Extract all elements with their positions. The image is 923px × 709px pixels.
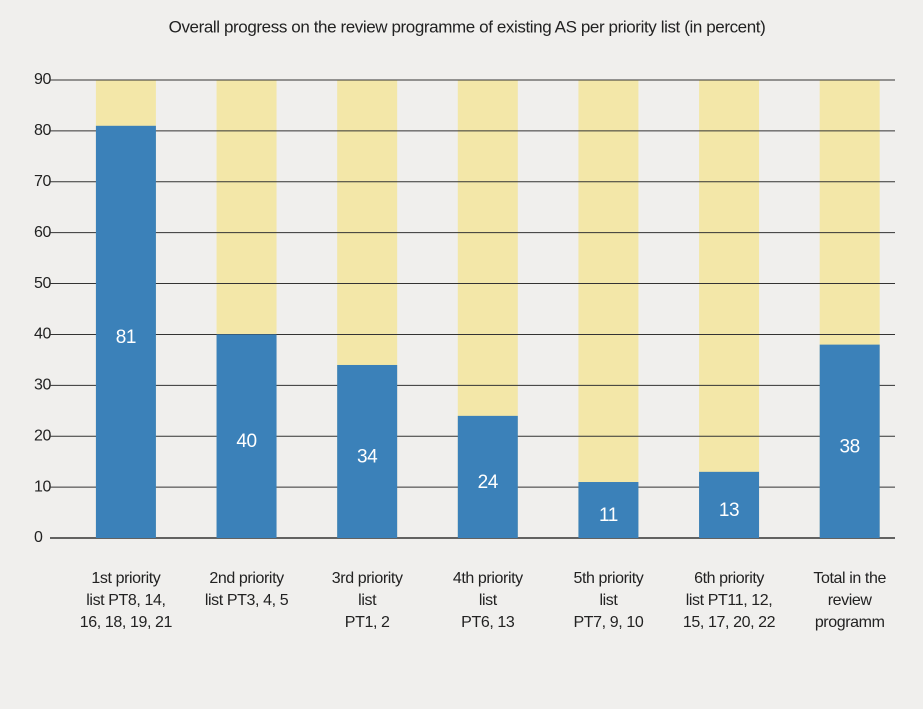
x-tick-label: 5th priority: [573, 570, 643, 587]
bar: [457, 415, 518, 538]
bar: [819, 344, 880, 538]
x-tick-label: review: [828, 592, 873, 609]
y-tick-label: 40: [34, 326, 51, 343]
value-label: 13: [719, 500, 739, 521]
y-tick-label: 20: [34, 427, 51, 444]
x-tick-label: 2nd priority: [209, 570, 284, 587]
x-tick-label: list: [599, 592, 618, 609]
x-tick-label: list PT3, 4, 5: [205, 592, 289, 609]
value-label: 38: [840, 436, 860, 457]
bar: [216, 334, 277, 538]
y-tick-label: 0: [34, 529, 43, 546]
bar: [699, 471, 760, 538]
chart-title: Overall progress on the review programme…: [169, 17, 766, 36]
bar: [95, 125, 156, 539]
bar-track: [578, 80, 639, 538]
value-label: 24: [478, 472, 499, 493]
x-tick-label: 1st priority: [91, 570, 160, 587]
y-tick-label: 60: [34, 224, 51, 241]
x-tick-label: 15, 17, 20, 22: [683, 614, 776, 631]
bar-track: [699, 80, 760, 538]
y-tick-label: 80: [34, 122, 51, 139]
x-tick-label: Total in the: [813, 570, 886, 587]
value-label: 40: [236, 431, 256, 452]
value-label: 34: [357, 447, 378, 468]
x-tick-label: PT1, 2: [345, 614, 390, 631]
x-tick-label: list: [358, 592, 377, 609]
x-tick-label: PT6, 13: [461, 614, 515, 631]
bar: [337, 364, 398, 538]
y-tick-label: 70: [34, 173, 51, 190]
x-tick-label: programm: [815, 614, 885, 631]
x-tick-label: list PT8, 14,: [86, 592, 165, 609]
y-tick-label: 90: [34, 71, 51, 88]
x-tick-label: list: [479, 592, 498, 609]
bar: [578, 482, 639, 538]
x-tick-label: 6th priority: [694, 570, 764, 587]
y-tick-label: 10: [34, 478, 51, 495]
x-tick-label: 3rd priority: [332, 570, 403, 587]
x-tick-label: 16, 18, 19, 21: [80, 614, 173, 631]
value-label: 81: [116, 327, 136, 348]
value-label: 11: [599, 505, 618, 526]
x-tick-label: list PT11, 12,: [686, 592, 773, 609]
x-tick-label: 4th priority: [453, 570, 523, 587]
x-tick-label: PT7, 9, 10: [574, 614, 644, 631]
y-tick-label: 50: [34, 275, 51, 292]
y-tick-label: 30: [34, 377, 51, 394]
